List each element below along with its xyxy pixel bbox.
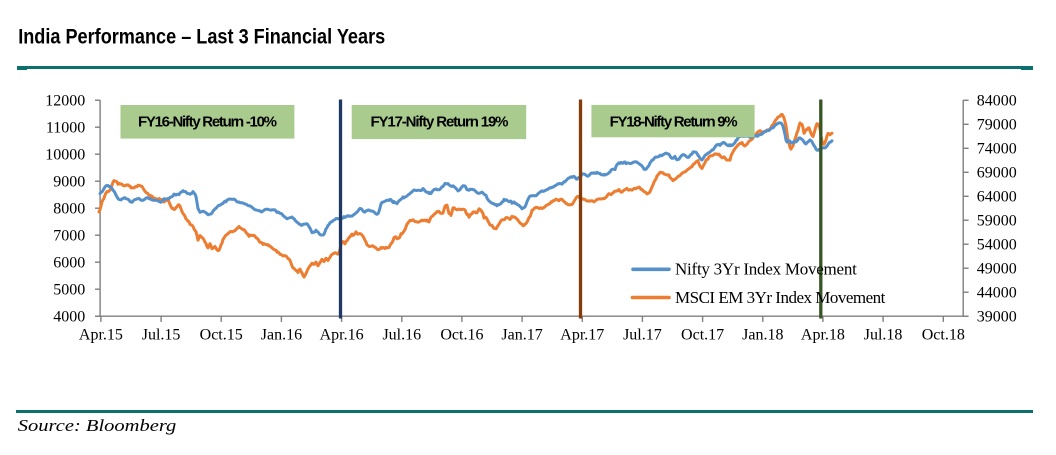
svg-text:10000: 10000 bbox=[45, 147, 85, 164]
svg-text:44000: 44000 bbox=[977, 285, 1017, 302]
svg-text:India Performance – Last 3 Fin: India Performance – Last 3 Financial Yea… bbox=[18, 25, 385, 48]
svg-text:Jul.18: Jul.18 bbox=[864, 326, 903, 343]
svg-text:12000: 12000 bbox=[45, 93, 85, 110]
svg-text:Jul.17: Jul.17 bbox=[623, 326, 662, 343]
svg-text:Oct.16: Oct.16 bbox=[440, 326, 483, 343]
svg-text:Oct.17: Oct.17 bbox=[681, 326, 724, 343]
svg-text:4000: 4000 bbox=[53, 309, 85, 326]
svg-text:Jan.18: Jan.18 bbox=[742, 326, 783, 343]
svg-text:84000: 84000 bbox=[977, 93, 1017, 110]
svg-text:Jul.15: Jul.15 bbox=[142, 326, 181, 343]
svg-text:9000: 9000 bbox=[53, 174, 85, 191]
svg-text:Apr.15: Apr.15 bbox=[79, 326, 123, 343]
svg-text:Source: Bloomberg: Source: Bloomberg bbox=[18, 416, 177, 435]
svg-text:64000: 64000 bbox=[977, 189, 1017, 206]
svg-text:Apr.16: Apr.16 bbox=[320, 326, 364, 343]
svg-text:79000: 79000 bbox=[977, 117, 1017, 134]
svg-text:Jul.16: Jul.16 bbox=[382, 326, 421, 343]
svg-text:Apr.17: Apr.17 bbox=[560, 326, 604, 343]
svg-text:11000: 11000 bbox=[46, 120, 85, 137]
svg-text:MSCI EM 3Yr Index Movement: MSCI EM 3Yr Index Movement bbox=[675, 288, 886, 307]
svg-text:7000: 7000 bbox=[53, 228, 85, 245]
svg-text:69000: 69000 bbox=[977, 165, 1017, 182]
svg-text:Oct.18: Oct.18 bbox=[922, 326, 965, 343]
svg-text:FY16-Nifty Return -10%: FY16-Nifty Return -10% bbox=[138, 114, 277, 131]
svg-text:Oct.15: Oct.15 bbox=[200, 326, 243, 343]
svg-text:59000: 59000 bbox=[977, 213, 1017, 230]
svg-text:FY17-Nifty Return 19%: FY17-Nifty Return 19% bbox=[371, 114, 509, 131]
svg-text:FY18-Nifty Return 9%: FY18-Nifty Return 9% bbox=[610, 114, 738, 131]
svg-text:39000: 39000 bbox=[977, 309, 1017, 326]
svg-text:Nifty 3Yr Index Movement: Nifty 3Yr Index Movement bbox=[675, 260, 857, 279]
svg-text:Apr.18: Apr.18 bbox=[801, 326, 845, 343]
svg-text:Jan.17: Jan.17 bbox=[501, 326, 542, 343]
svg-text:8000: 8000 bbox=[53, 201, 85, 218]
svg-text:Jan.16: Jan.16 bbox=[261, 326, 302, 343]
svg-text:49000: 49000 bbox=[977, 261, 1017, 278]
svg-text:6000: 6000 bbox=[53, 255, 85, 272]
svg-text:74000: 74000 bbox=[977, 141, 1017, 158]
svg-text:5000: 5000 bbox=[53, 282, 85, 299]
svg-text:54000: 54000 bbox=[977, 237, 1017, 254]
